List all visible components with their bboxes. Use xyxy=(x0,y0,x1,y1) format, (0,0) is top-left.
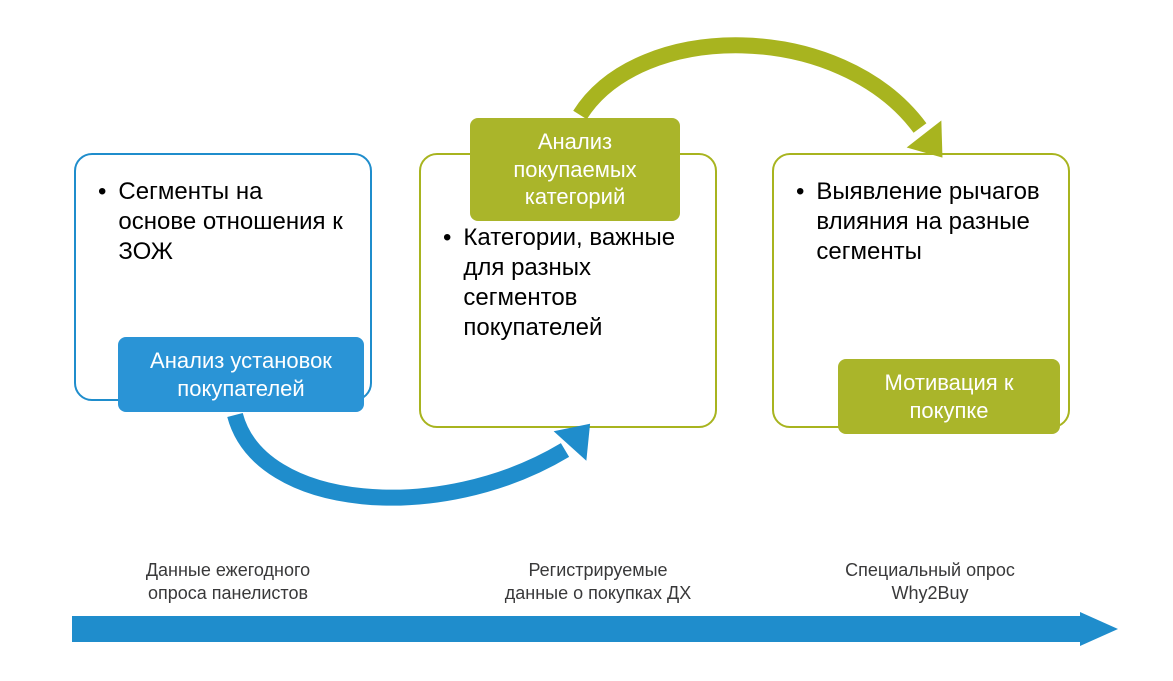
caption2-line1: Регистрируемые xyxy=(528,560,667,580)
caption1-line1: Данные ежегодного xyxy=(146,560,310,580)
timeline-caption-3: Специальный опрос Why2Buy xyxy=(800,559,1060,606)
caption3-line1: Специальный опрос xyxy=(845,560,1015,580)
timeline-caption-2: Регистрируемые данные о покупках ДХ xyxy=(468,559,728,606)
caption2-line2: данные о покупках ДХ xyxy=(505,583,691,603)
timeline-arrow xyxy=(72,614,1132,644)
timeline-caption-1: Данные ежегодного опроса панелистов xyxy=(98,559,358,606)
caption3-line2: Why2Buy xyxy=(891,583,968,603)
caption1-line2: опроса панелистов xyxy=(148,583,308,603)
